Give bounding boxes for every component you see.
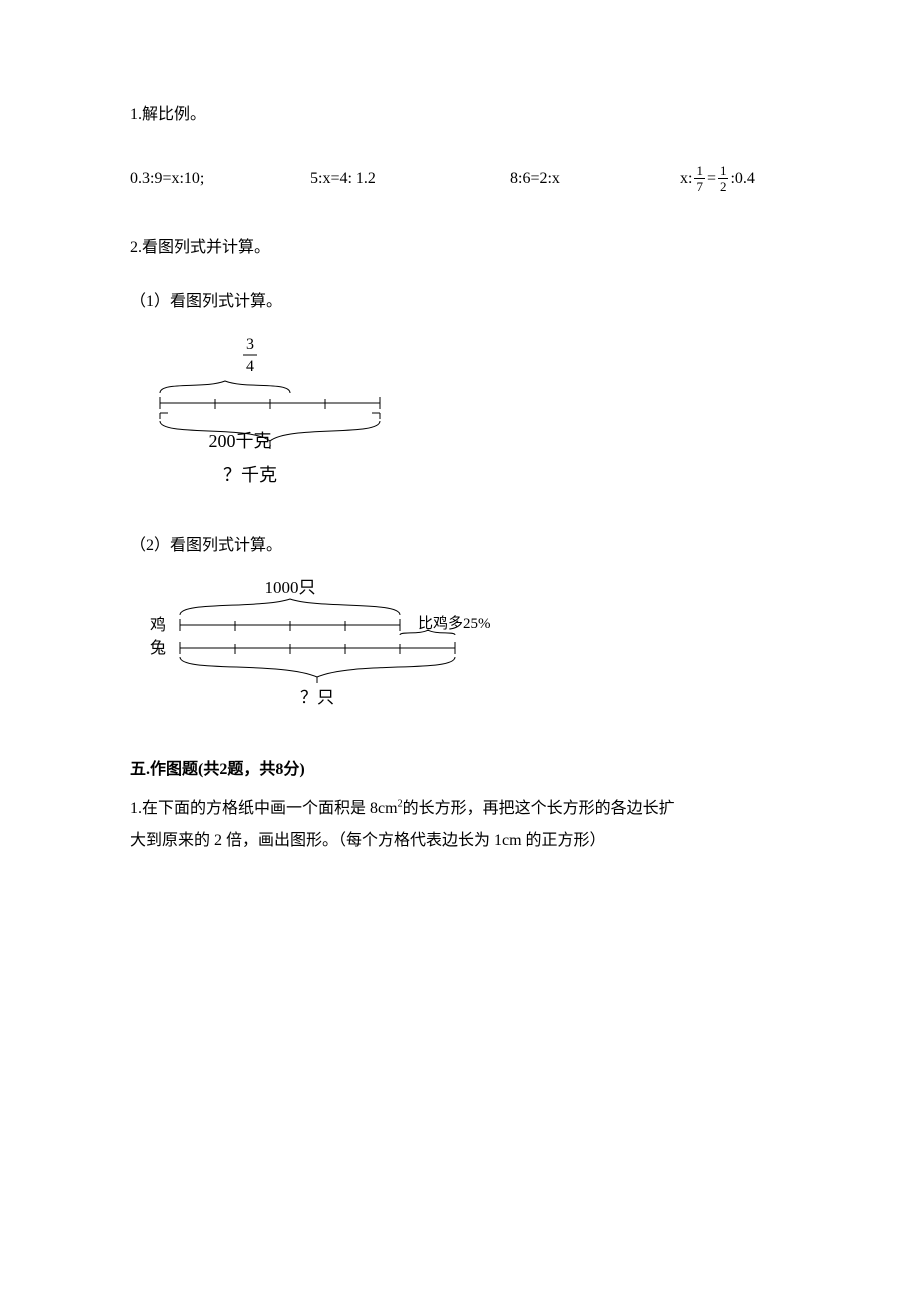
svg-text:兔: 兔 xyxy=(150,639,166,657)
task-line1a: 1.在下面的方格纸中画一个面积是 8cm xyxy=(130,800,398,817)
equation-4: x: 1 7 = 1 2 :0.4 xyxy=(680,164,755,193)
sub-question-1-label: （1）看图列式计算。 xyxy=(130,287,800,311)
eq4-pre: x: xyxy=(680,170,692,188)
eq4-f1-num: 1 xyxy=(694,164,705,179)
sub1-text: （1）看图列式计算。 xyxy=(130,293,282,310)
question-2: 2.看图列式并计算。 xyxy=(130,233,800,257)
section-5-task: 1.在下面的方格纸中画一个面积是 8cm2的长方形，再把这个长方形的各边长扩 大… xyxy=(130,793,800,857)
section-5-title: 五.作图题(共2题，共8分) xyxy=(130,755,800,779)
task-line2: 大到原来的 2 倍，画出图形。（每个方格代表边长为 1cm 的正方形） xyxy=(130,832,606,849)
svg-text:4: 4 xyxy=(246,358,254,375)
svg-text:？只: ？只 xyxy=(300,688,334,707)
svg-text:？千克: ？千克 xyxy=(223,465,277,485)
svg-text:比鸡多25%: 比鸡多25% xyxy=(418,615,491,632)
eq4-mid: = xyxy=(707,170,716,188)
svg-text:3: 3 xyxy=(246,336,254,353)
svg-text:200千克: 200千克 xyxy=(209,431,272,451)
q1-label: 1.解比例。 xyxy=(130,106,206,123)
sub2-text: （2）看图列式计算。 xyxy=(130,537,282,554)
equation-1: 0.3:9=x:10; xyxy=(130,164,310,193)
svg-text:鸡: 鸡 xyxy=(150,616,166,634)
eq4-f1-den: 7 xyxy=(694,179,705,193)
diagram-1: 3 4 200千克 ？千克 xyxy=(130,331,800,501)
eq4-frac1: 1 7 xyxy=(694,164,705,193)
task-line1b: 的长方形，再把这个长方形的各边长扩 xyxy=(403,800,675,817)
equation-2: 5:x=4: 1.2 xyxy=(310,164,510,193)
equation-row: 0.3:9=x:10; 5:x=4: 1.2 8:6=2:x x: 1 7 = … xyxy=(130,164,800,193)
sub-question-2-label: （2）看图列式计算。 xyxy=(130,531,800,555)
q2-label: 2.看图列式并计算。 xyxy=(130,239,270,256)
question-1: 1.解比例。 xyxy=(130,100,800,124)
section5-title-text: 五.作图题(共2题，共8分) xyxy=(130,761,305,778)
eq4-f2-num: 1 xyxy=(718,164,729,179)
eq4-f2-den: 2 xyxy=(718,179,729,193)
svg-text:1000只: 1000只 xyxy=(265,578,316,597)
equation-3: 8:6=2:x xyxy=(510,164,680,193)
eq4-frac2: 1 2 xyxy=(718,164,729,193)
eq4-post: :0.4 xyxy=(730,170,754,188)
diagram-2: 1000只 鸡 兔 比鸡多25% ？只 xyxy=(130,575,800,725)
